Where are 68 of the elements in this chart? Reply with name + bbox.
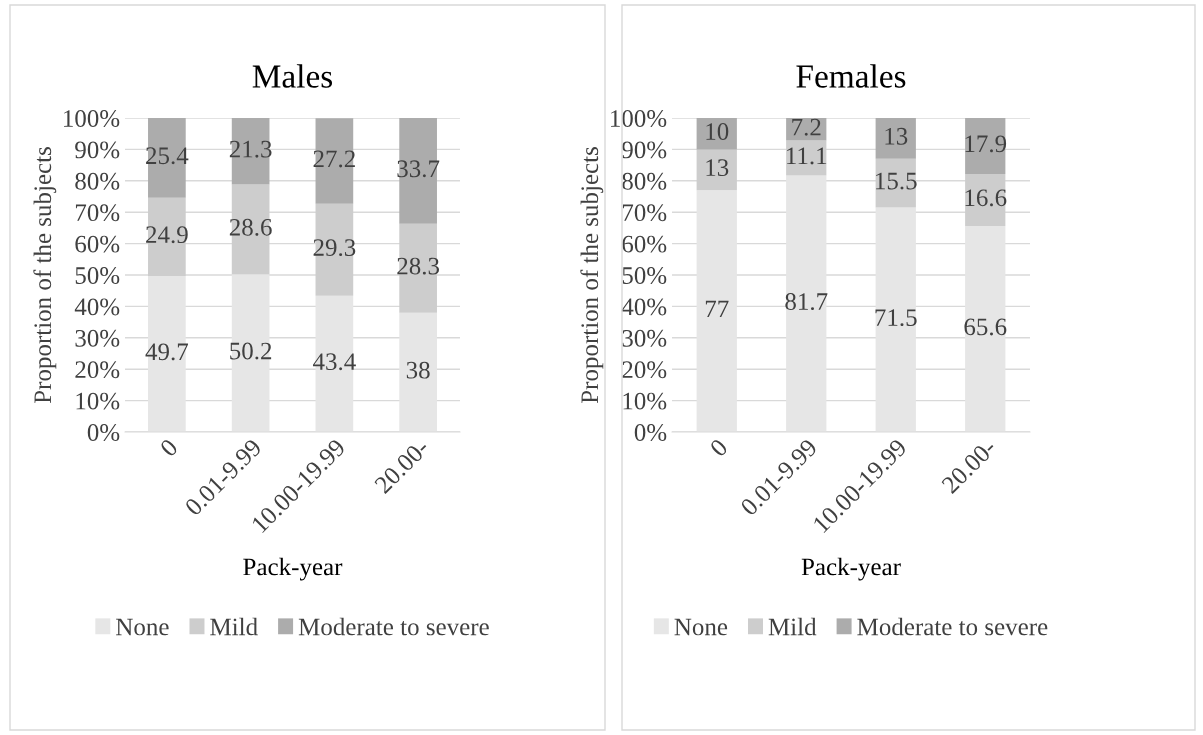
data-label: 38: [406, 361, 430, 379]
legend-label: Moderate to severe: [298, 617, 489, 636]
y-tick-label: 10%: [76, 392, 120, 410]
x-tick-label: 0: [709, 438, 729, 458]
data-label: 65.6: [964, 318, 1007, 336]
data-label: 77: [705, 300, 729, 318]
y-tick-label: 30%: [75, 329, 120, 347]
legend-label: Mild: [210, 617, 258, 636]
data-label: 13: [885, 127, 908, 145]
y-tick-label: 40%: [74, 298, 120, 316]
x-axis-title: Pack-year: [243, 557, 343, 581]
legend-label: Mild: [768, 617, 817, 636]
data-label: 7.2: [792, 118, 821, 136]
bar: [231, 118, 270, 185]
y-tick-label: 10%: [623, 392, 667, 410]
bar: [965, 226, 1006, 432]
legend-label: Moderate to severe: [857, 617, 1048, 636]
legend-label: None: [674, 618, 728, 636]
y-tick-label: 70%: [622, 204, 667, 222]
y-tick-label: 50%: [622, 267, 667, 284]
y-tick-label: 20%: [75, 361, 120, 379]
y-axis-title: Proportion of the subjects: [580, 147, 604, 404]
bar: [399, 312, 437, 432]
data-label: 17.9: [965, 135, 1007, 153]
y-axis-title: Proportion of the subjects: [33, 147, 57, 404]
legend-label: None: [116, 618, 169, 636]
y-tick-label: 80%: [622, 172, 667, 190]
data-label: 43.4: [312, 353, 356, 371]
y-tick-label: 80%: [75, 172, 120, 190]
data-label: 24.9: [146, 226, 188, 244]
y-tick-label: 90%: [622, 141, 667, 159]
data-label: 50.2: [230, 342, 272, 360]
data-label: 13: [706, 159, 729, 177]
bar: [875, 207, 916, 432]
data-label: 28.6: [229, 218, 272, 236]
y-tick-label: 100%: [64, 110, 120, 127]
bar: [965, 118, 1006, 174]
data-label: 29.3: [313, 239, 356, 257]
y-tick-label: 60%: [75, 235, 120, 253]
y-tick-label: 70%: [75, 204, 120, 222]
y-tick-label: 60%: [622, 235, 667, 253]
data-label: 28.3: [397, 257, 440, 275]
y-tick-label: 90%: [75, 141, 120, 159]
y-tick-label: 50%: [75, 267, 120, 284]
data-label: 10: [706, 123, 729, 140]
y-tick-label: 20%: [622, 361, 667, 379]
chart-title: Males: [252, 64, 333, 88]
data-label: 71.5: [875, 309, 917, 327]
bar: [786, 118, 827, 141]
chart-title: Females: [796, 64, 906, 88]
x-tick-label: 0: [159, 438, 179, 458]
bar: [786, 175, 827, 432]
data-label: 21.3: [229, 140, 272, 158]
data-label: 81.7: [785, 293, 828, 311]
data-label: 49.7: [145, 343, 189, 361]
bar: [315, 295, 354, 432]
data-label: 16.6: [965, 189, 1007, 207]
x-axis-title: Pack-year: [801, 557, 901, 581]
y-tick-label: 0%: [634, 424, 667, 441]
bar: [696, 190, 737, 432]
y-tick-label: 0%: [87, 424, 120, 441]
bar: [875, 118, 916, 159]
y-tick-label: 30%: [622, 329, 667, 347]
y-tick-label: 40%: [621, 298, 667, 316]
bar: [231, 274, 270, 432]
data-label: 11.1: [787, 147, 827, 165]
data-label: 15.5: [876, 172, 917, 190]
y-tick-label: 100%: [611, 110, 667, 127]
